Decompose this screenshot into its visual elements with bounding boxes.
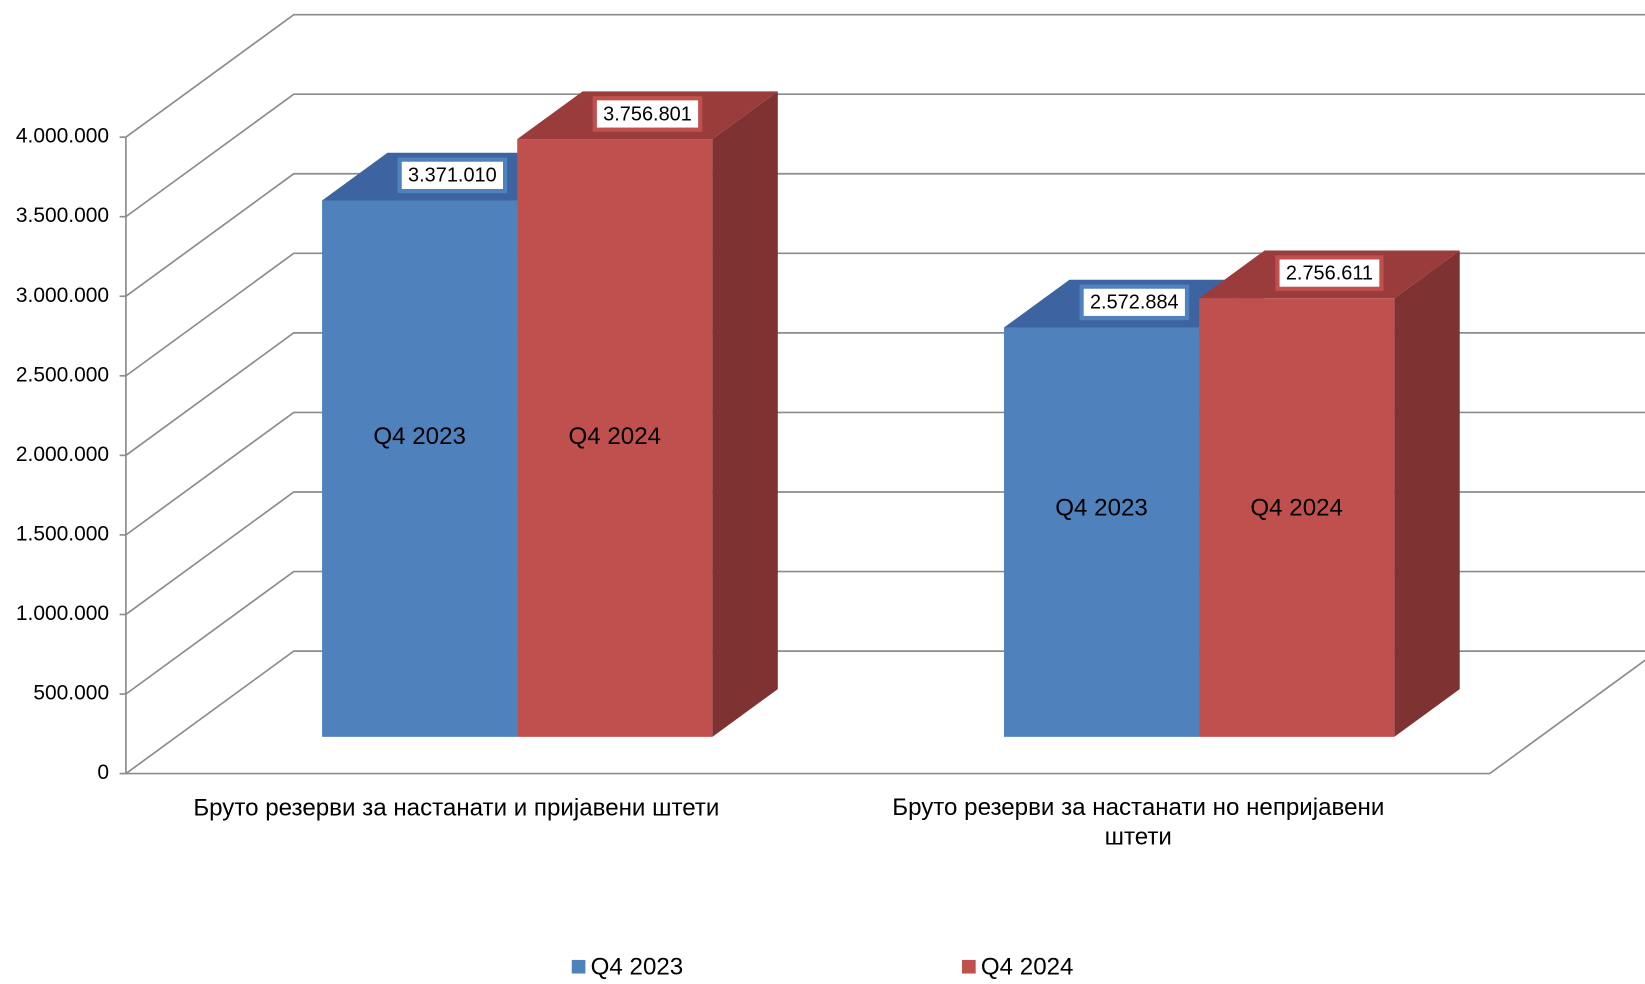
- y-tick-label: 3.500.000: [16, 204, 109, 227]
- floor: [125, 659, 1645, 775]
- legend-swatch: [962, 959, 976, 974]
- legend-label: Q4 2023: [591, 954, 684, 981]
- data-label: 2.572.884: [1090, 292, 1179, 314]
- data-label-box: [1275, 255, 1384, 291]
- data-label: 3.371.010: [408, 165, 497, 187]
- grid-line: [125, 172, 1645, 297]
- grid-line: [125, 93, 1645, 218]
- y-tick-label: 2.000.000: [16, 443, 109, 466]
- legend-label: Q4 2024: [981, 954, 1074, 981]
- data-label-box: [592, 96, 703, 132]
- bar: [1199, 298, 1395, 737]
- bar-series-label: Q4 2024: [569, 423, 662, 450]
- bar: [1003, 327, 1200, 737]
- grid-line: [125, 13, 1645, 138]
- data-label-box: [1079, 284, 1190, 321]
- bar-series-label: Q4 2023: [373, 423, 466, 450]
- bar: [517, 139, 713, 737]
- data-label-box: [397, 157, 508, 194]
- bar: [322, 200, 518, 737]
- x-tick-label: Бруто резерви за настанати и пријавени ш…: [193, 795, 719, 822]
- legend-swatch: [571, 959, 586, 974]
- bar-side: [1394, 250, 1460, 737]
- y-tick-label: 3.000.000: [16, 284, 109, 307]
- bar-side: [712, 91, 778, 737]
- data-label: 3.756.801: [603, 103, 692, 125]
- bar-series-label: Q4 2023: [1055, 495, 1148, 522]
- data-label: 2.756.611: [1286, 262, 1373, 284]
- y-tick-label: 0: [97, 761, 109, 784]
- grid-line: [125, 252, 1645, 377]
- y-tick-label: 1.000.000: [16, 602, 109, 625]
- y-tick-label: 1.500.000: [16, 522, 109, 545]
- bar-series-label: Q4 2024: [1250, 495, 1343, 522]
- x-tick-label: Бруто резерви за настанати но непријавен…: [892, 795, 1384, 851]
- y-tick-label: 2.500.000: [16, 363, 109, 386]
- y-tick-label: 500.000: [33, 682, 109, 705]
- y-tick-label: 4.000.000: [16, 125, 109, 148]
